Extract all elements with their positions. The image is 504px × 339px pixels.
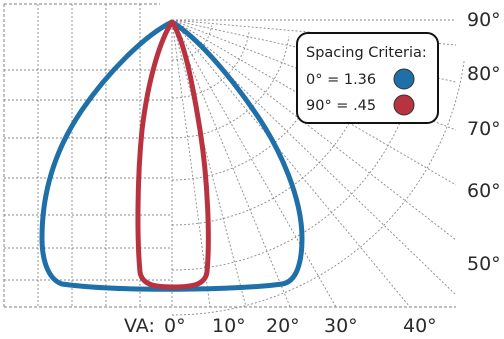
legend-swatch-red bbox=[393, 94, 415, 116]
y-tick-label: 60° bbox=[467, 180, 501, 202]
legend-entry-label: 0° = 1.36 bbox=[306, 72, 376, 88]
x-tick-label: 0° bbox=[164, 315, 186, 337]
legend: Spacing Criteria: 0° = 1.36 90° = .45 bbox=[296, 32, 439, 124]
series-layer bbox=[39, 19, 305, 292]
grid-arc bbox=[171, 61, 465, 316]
x-tick-label: 20° bbox=[266, 315, 300, 337]
series-1-curve bbox=[135, 19, 211, 290]
y-tick-label: 90° bbox=[467, 9, 501, 31]
grid-arc bbox=[171, 25, 213, 61]
grid-ray bbox=[171, 19, 337, 308]
grid-ray bbox=[171, 19, 247, 308]
y-tick-label: 50° bbox=[467, 253, 501, 275]
grid-ray bbox=[171, 19, 211, 308]
x-tick-label: 30° bbox=[324, 315, 358, 337]
grid-arc bbox=[171, 36, 290, 139]
plot-frame bbox=[3, 3, 456, 308]
x-axis-label: VA: bbox=[124, 315, 155, 337]
x-tick-label: 10° bbox=[212, 315, 246, 337]
x-tick-label: 40° bbox=[403, 315, 437, 337]
y-axis-ticks: 90° 80° 70° 60° 50° bbox=[467, 9, 501, 275]
x-axis-ticks: VA: 0° 10° 20° 30° 40° bbox=[124, 315, 437, 337]
grid-arc bbox=[171, 30, 250, 99]
legend-entry-label: 90° = .45 bbox=[306, 98, 376, 114]
legend-swatch-blue bbox=[393, 68, 415, 90]
y-tick-label: 80° bbox=[467, 63, 501, 85]
y-tick-label: 70° bbox=[467, 118, 501, 140]
legend-title: Spacing Criteria: bbox=[306, 45, 427, 61]
